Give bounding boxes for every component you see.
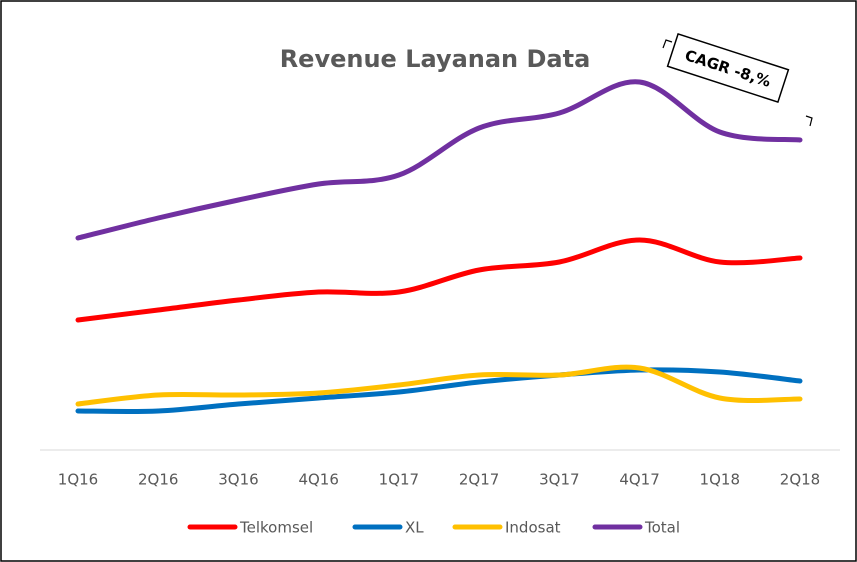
x-tick-label: 4Q16 [298, 471, 338, 489]
x-tick-label: 2Q18 [780, 471, 820, 489]
x-tick-label: 4Q17 [619, 471, 659, 489]
legend-label: XL [405, 519, 424, 537]
series-line [75, 237, 803, 323]
x-tick-label: 2Q17 [459, 471, 499, 489]
x-tick-label: 1Q18 [700, 471, 740, 489]
series-line [75, 79, 803, 241]
callout-box [666, 32, 790, 104]
x-tick-label: 3Q16 [218, 471, 258, 489]
legend-label: Telkomsel [239, 519, 313, 537]
series-line [75, 364, 803, 407]
legend-label: Total [644, 519, 680, 537]
series-line [75, 367, 803, 415]
x-tick-label: 1Q17 [379, 471, 419, 489]
x-tick-label: 3Q17 [539, 471, 579, 489]
x-tick-label: 2Q16 [138, 471, 178, 489]
bracket [662, 39, 813, 127]
chart-title: Revenue Layanan Data [280, 45, 591, 73]
x-tick-label: 1Q16 [58, 471, 98, 489]
legend-label: Indosat [505, 519, 561, 537]
